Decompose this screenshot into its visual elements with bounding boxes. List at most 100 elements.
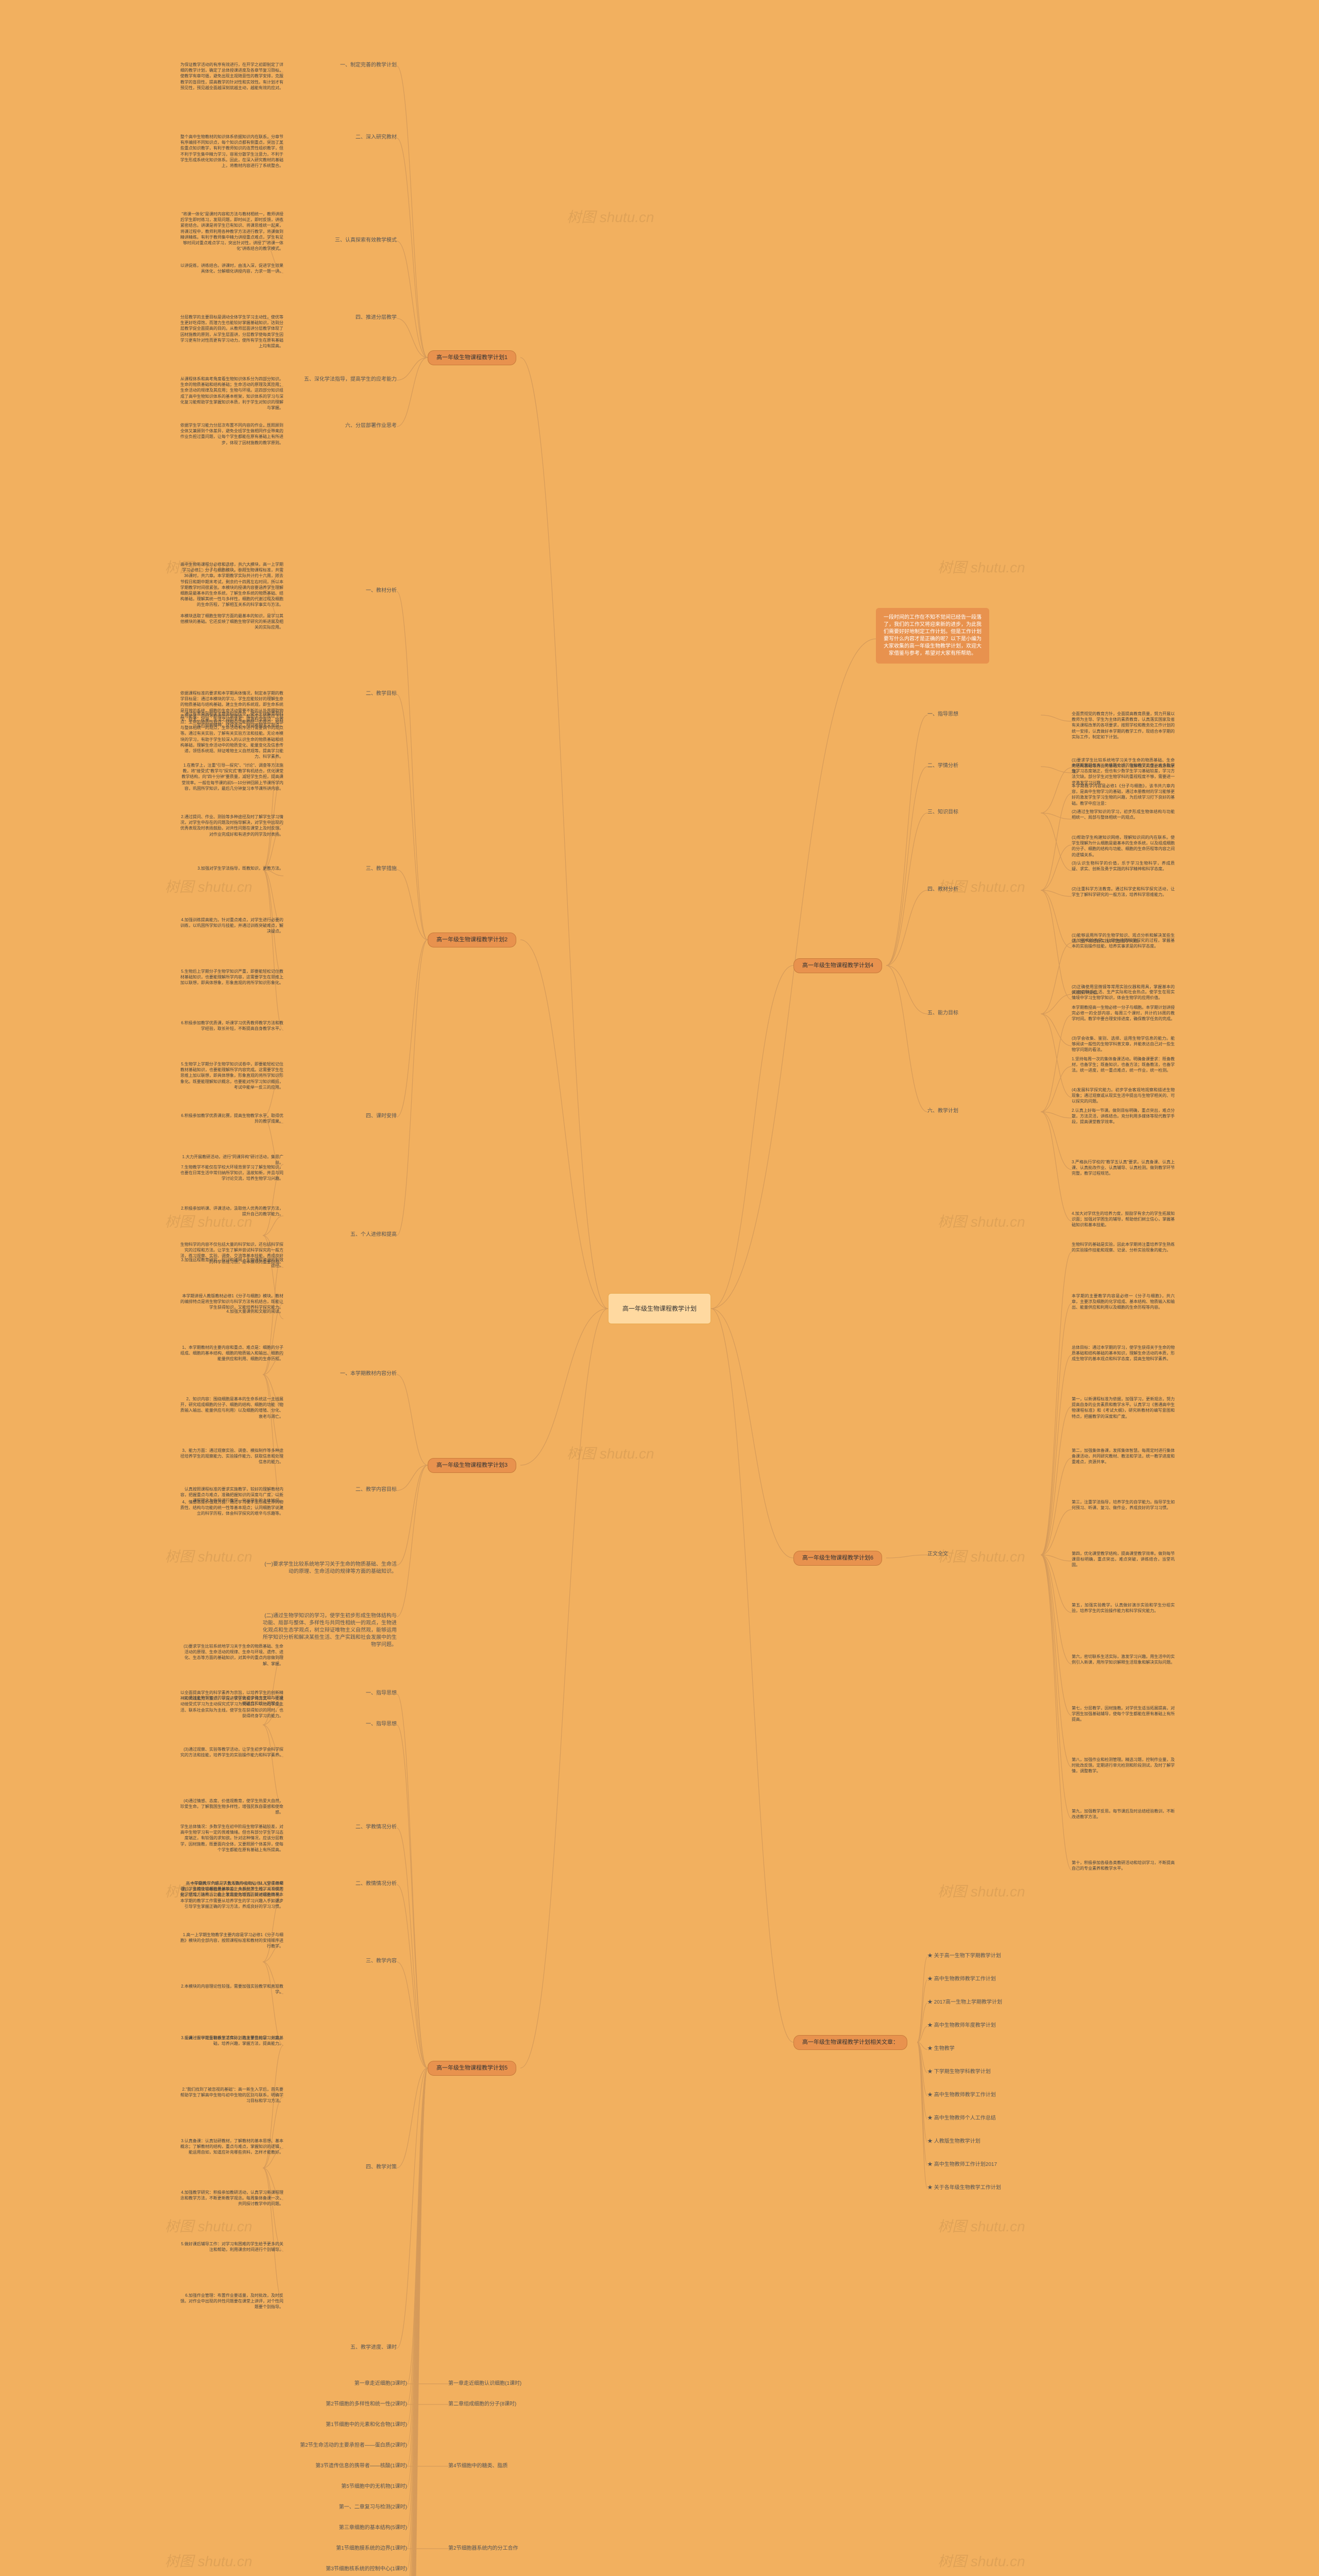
schedule-left: 第2节生命活动的主要承担者——蛋白质(2课时)	[263, 2442, 407, 2449]
leaf-node: (1)能够运用所学的生物学知识、观点分析和解决某些生活、生产和社会实践中的生物学…	[1072, 933, 1175, 944]
watermark: 树图 shutu.cn	[938, 2215, 1025, 2236]
leaf-node: 7.生物教学不能仅在学校大环境背景学习了解生物知识，也要在日常生活中常归纳所学知…	[180, 1164, 283, 1182]
related-link: ★ 高中生物教师教学工作计划	[927, 1976, 996, 1983]
schedule-left: 第一章走近细胞(3课时)	[263, 2380, 407, 2387]
sub-node: 五、教学进度、课时	[263, 2344, 397, 2351]
schedule-left: 第1节细胞中的元素和化合物(1课时)	[263, 2421, 407, 2429]
related-link: ★ 关于高一生物下学期教学计划	[927, 1953, 1001, 1960]
leaf-node: 1.大力开展教研活动，进行"同课异构"研讨活动，集思广益。	[180, 1154, 283, 1165]
watermark: 树图 shutu.cn	[165, 2215, 252, 2236]
branch-node: 高一年级生物课程教学计划3	[428, 1458, 516, 1473]
related-link: ★ 高中生物教师工作计划2017	[927, 2161, 997, 2168]
intro-block: 一段时间的工作在不知不觉间已经告一段落了，我们的工作又将迎来新的进步，为此我们需…	[876, 608, 989, 664]
leaf-node: 生物科学的基础是实验，因此本学期将注重培养学生熟练的实验操作技能和观察、记录、分…	[1072, 1242, 1175, 1253]
leaf-node: 4.加大对学优生的培养力度，鼓励学有余力的学生拓展知识面；加强对学困生的辅导，帮…	[1072, 1211, 1175, 1228]
watermark: 树图 shutu.cn	[567, 1443, 654, 1463]
leaf-node: 2.认真上好每一节课。做到目标明确，重点突出，难点分散，方法灵活，讲练结合。充分…	[1072, 1108, 1175, 1125]
watermark: 树图 shutu.cn	[938, 1546, 1025, 1566]
schedule-right: 第二章组成细胞的分子(8课时)	[448, 2401, 593, 2408]
leaf-node: 通过布置查阅相关主题资料的作业，使学生理解重视科学、技术、社会、生活之间的关系，…	[180, 711, 283, 728]
leaf-node: 第二，加强集体备课，发挥集体智慧。每周定时进行集体备课活动，共同研究教材、教法和…	[1072, 1448, 1175, 1465]
leaf-node: (2)通过生物学知识的学习，初步形成生物体结构与功能相统一、局部与整体相统一的观…	[1072, 809, 1175, 820]
leaf-node: 整个高中生物教材的知识体系依据知识内在联系，分章节有序编排不同知识点，每个知识点…	[180, 134, 283, 168]
branch-node: 高一年级生物课程教学计划2	[428, 933, 516, 947]
leaf-node: 本学期教学内容是必修1《分子与细胞》，该书共六章内容，是高中生物学习的基础，通过…	[1072, 783, 1175, 806]
watermark: 树图 shutu.cn	[165, 1546, 252, 1566]
sub-node: 五、能力目标	[927, 1010, 958, 1017]
leaf-node: 第五，加强实验教学。认真做好演示实验和学生分组实验，培养学生的实验操作能力和科学…	[1072, 1602, 1175, 1614]
leaf-node: 3.加强对学生学法指导，既教知识，更教方法。	[180, 866, 283, 871]
leaf-node: 本学期讲授人教版教材必修1《分子与细胞》模块。教材的编排特点是将生物学知识与科学…	[180, 1293, 283, 1311]
sub-node: 正文全文	[927, 1551, 948, 1558]
leaf-node: 本学期的主要教学内容是必修一《分子与细胞》，共六章，主要涉及细胞的化学组成、基本…	[1072, 1293, 1175, 1311]
leaf-node: 总体目标：通过本学期的学习，使学生获得关于生命的物质基础和结构基础的基本知识，理…	[1072, 1345, 1175, 1362]
related-link: ★ 高中生物教师年度教学计划	[927, 2022, 996, 2029]
related-link: ★ 下学期生物学科教学计划	[927, 2069, 991, 2076]
leaf-node: 6.积极参加教学优质课，听课学习优秀教师教学方法和教学经验，取长补短，不断提高自…	[180, 1020, 283, 1031]
related-link: ★ 高中生物教师教学工作计划	[927, 2092, 996, 2099]
leaf-node: 以全面提高学生的科学素养为宗旨，以培养学生的创新精神和实践能力为重点，以促进学生…	[180, 1690, 283, 1719]
sub-node: 四、教材分析	[927, 886, 958, 893]
schedule-left: 第一、二章复习与检测(2课时)	[263, 2504, 407, 2511]
leaf-node: 认真按照课程标准的要求实施教学，较好的理解教材内容，把握重点与难点，准确把握知识…	[180, 1486, 283, 1504]
leaf-node: 4.加强教学研究：积极参加教研活动，认真学习新课程理念和教学方法，不断更新教学观…	[180, 2190, 283, 2207]
leaf-node: 依据学生学习能力分层次布置不同内容的作业，既照顾到全体又兼顾到个体差异，避免全班…	[180, 422, 283, 446]
leaf-node: 以讲促练，讲练结合。讲课时，由浅入深，促进学生效果具体化，分解细化讲授内容，力求…	[180, 263, 283, 274]
leaf-node: 2.本模块的内容理论性较强，需要加强实验教学和直观教学。	[180, 1984, 283, 1995]
watermark: 树图 shutu.cn	[938, 556, 1025, 577]
leaf-node: 5.生物学上学期分子生物学知识试卷中，即要能轻松记住教材基础知识，也要能理解所学…	[180, 1061, 283, 1090]
sub-node: 三、教学内容	[263, 1958, 397, 1965]
related-link: ★ 2017高一生物上学期教学计划	[927, 1999, 1002, 2006]
leaf-node: 2.通过提问、作业、测验等多种途径及时了解学生学习情况，对学生中存在的问题及时指…	[180, 814, 283, 837]
schedule-left: 第1节细胞膜系统的边界(1课时)	[263, 2545, 407, 2552]
schedule-right: 第2节细胞器系统内的分工合作	[448, 2545, 593, 2552]
leaf-node: 2.积极参加听课、评课活动，汲取他人优秀的教学方法，提升自己的教学能力。	[180, 1206, 283, 1217]
sub-node: 二、学情分析	[927, 762, 958, 770]
schedule-left: 第三章细胞的基本结构(5课时)	[263, 2524, 407, 2532]
watermark: 树图 shutu.cn	[938, 1211, 1025, 1231]
schedule-left: 第3节细胞核系统的控制中心(1课时)	[263, 2566, 407, 2573]
leaf-node: 3.认真备课：认真钻研教材，了解教材的基本思想、基本概念；了解教材的结构，重点与…	[180, 2138, 283, 2156]
watermark: 树图 shutu.cn	[938, 1880, 1025, 1901]
leaf-node: 学生总体情况：多数学生在初中阶段生物学基础较差，对高中生物学习有一定的畏难情绪。…	[180, 1824, 283, 1853]
sub-node: 五、个人进修和提高	[263, 1231, 397, 1239]
leaf-node: (2)注重科学方法教育。通过科学史和科学探究活动，让学生了解科学研究的一般方法，…	[1072, 886, 1175, 897]
schedule-right: 第一章走近细胞认识细胞(1课时)	[448, 2380, 593, 2387]
leaf-node: 3、能力方面：通过观察实验、调查、模拟制作等多种途径培养学生的观察能力、实验操作…	[180, 1448, 283, 1465]
leaf-node: 为保证教学活动的有序有效进行，在开学之初即制定了详细的教学计划，确定了总体授课进…	[180, 62, 283, 91]
leaf-node: 第三，注重学法指导，培养学生的自学能力。指导学生如何预习、听课、复习、做作业，养…	[1072, 1499, 1175, 1511]
leaf-node: 5.生物后上学期分子生物学知识严重，即要能轻松记住教材基础知识，也要能理解所学内…	[180, 969, 283, 986]
branch-node: 高一年级生物课程教学计划6	[793, 1551, 882, 1566]
watermark: 树图 shutu.cn	[165, 876, 252, 896]
sub-node: (一)要求学生比较系统地学习关于生命的物质基础、生命活动的原理、生命活动的规律等…	[263, 1561, 397, 1575]
leaf-node: 1.在教学上，注重"引导—探究"、"讨论"、调查等方法施教，将"接受式"教学与"…	[180, 762, 283, 791]
leaf-node: 全面贯彻党的教育方针，全面提高教育质量，努力开展以教师为主导、学生为主体的素质教…	[1072, 711, 1175, 740]
related-link: ★ 关于各年级生物教学工作计划	[927, 2184, 1001, 2192]
schedule-left: 第2节细胞的多样性和统一性(2课时)	[263, 2401, 407, 2408]
watermark: 树图 shutu.cn	[567, 206, 654, 227]
leaf-node: 6.加强作业管理：布置作业要适量，及时批改，及时反馈。对作业中出现的共性问题要在…	[180, 2293, 283, 2310]
leaf-node: (4)发展科学探究能力。初步学会客观地观察和描述生物现象；通过观察或从现实生活中…	[1072, 1087, 1175, 1105]
sub-node: 四、教学对策	[263, 2164, 397, 2171]
leaf-node: (1)要求学生比较系统地学习关于生命的物质基础、生命活动的原理、生命活动的规律、…	[180, 1643, 283, 1667]
leaf-node: 第十，积极参加各级各类教研活动和培训学习，不断提高自己的专业素养和教学水平。	[1072, 1860, 1175, 1871]
schedule-left: 第3节遗传信息的携带者——核酸(1课时)	[263, 2463, 407, 2470]
leaf-node: 2."我们找到了被忽视的基础"：高一新生入学后，首先要帮助学生了解高中生物与初中…	[180, 2087, 283, 2104]
leaf-node: "将课一体化"是课时内容和方法与教材相统一，教师讲授后学生即时练习，发现问题，即…	[180, 211, 283, 251]
leaf-node: 6.积极参加教学优质课比赛，提高生物教学水平，取得优异的教学成果。	[180, 1113, 283, 1124]
leaf-node: 第一，以新课程标准为依据，加强学习，更新观念，努力提高自身的业务素质和教学水平。…	[1072, 1396, 1175, 1419]
leaf-node: 第九，加强教学反思。每节课后及时总结经验教训，不断改进教学方法。	[1072, 1808, 1175, 1820]
leaf-node: (3)学会收集、鉴别、选择、运用生物学信息的能力。能够阅读一般性的生物学科普文章…	[1072, 1036, 1175, 1053]
leaf-node: 高中生物新课程分必修和选修，共六大模块，高一上学期学习必修1：分子与细胞模块。参…	[180, 562, 283, 608]
sub-node: 六、教学计划	[927, 1108, 958, 1115]
leaf-node: (4)通过情感、态度、价值观教育，使学生热爱大自然，珍爱生命。了解我国生物多样性…	[180, 1798, 283, 1816]
leaf-node: 1、本学期教材的主要内容和重点、难点是：细胞的分子组成、细胞的基本结构、细胞的物…	[180, 1345, 283, 1362]
leaf-node: (3)通过观察、实验等教学活动，让学生初步学会科学探究的方法和技能，培养学生的实…	[180, 1747, 283, 1758]
branch-node: 高一年级生物课程教学计划相关文章：	[793, 2035, 907, 2050]
leaf-node: 1.高一上学期生物教学工作计划的主要目标是：夯实基础，培养兴趣，掌握方法，提高能…	[180, 2035, 283, 2046]
leaf-node: 2、知识内容：围绕细胞是基本的生命系统这一主线展开，研究组成细胞的分子、细胞的结…	[180, 1396, 283, 1419]
leaf-node: 本学期教学内容是人教版高中生物必修1《分子与细胞》。该模块以细胞是基本的生命系统…	[180, 1880, 283, 1904]
sub-node: 一、指导思想	[263, 1721, 397, 1728]
leaf-node: 本学期教授高一生物必修一分子与细胞。本学期计划讲授完必修一的全部内容，每周三个课…	[1072, 1005, 1175, 1022]
leaf-node: 本模块选取了细胞生物学方面的最基本的知识，是学习其他模块的基础。它还反映了细胞生…	[180, 613, 283, 631]
